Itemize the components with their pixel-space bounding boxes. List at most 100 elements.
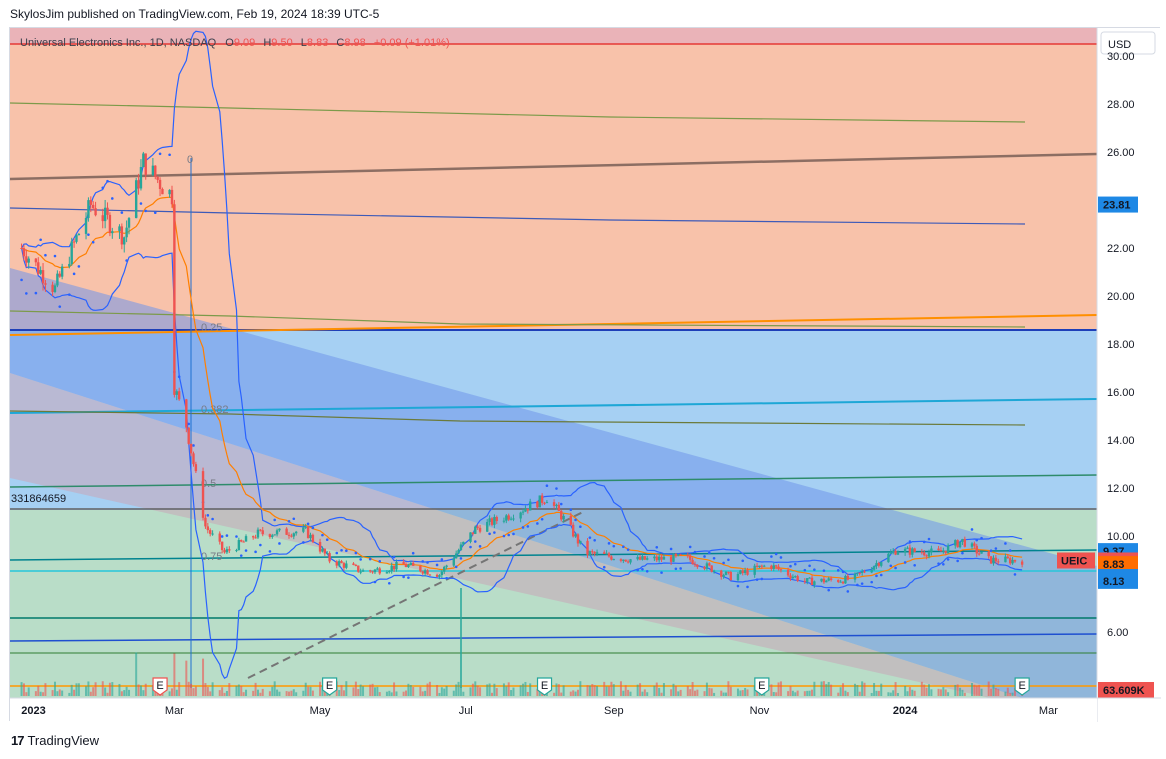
volume-bar bbox=[961, 689, 964, 696]
volume-bar bbox=[445, 686, 448, 696]
top-band-zone bbox=[10, 28, 1097, 44]
candle-body bbox=[225, 549, 229, 553]
candle-body bbox=[545, 502, 549, 504]
candle-body bbox=[837, 579, 840, 583]
volume-bar bbox=[419, 686, 422, 696]
volume-bar bbox=[810, 689, 813, 696]
volume-bar bbox=[713, 692, 716, 696]
volume-bar bbox=[228, 683, 231, 696]
volume-bar bbox=[352, 687, 355, 696]
candle-body bbox=[574, 534, 577, 537]
sar-dot bbox=[722, 561, 725, 565]
volume-bar bbox=[880, 683, 883, 696]
sar-dot bbox=[736, 584, 740, 588]
volume-tag-bg bbox=[1098, 682, 1154, 698]
currency-button[interactable] bbox=[1100, 31, 1156, 55]
volume-bar bbox=[273, 681, 276, 696]
volume-bar bbox=[959, 687, 962, 696]
volume-bar bbox=[870, 692, 873, 696]
sar-dot bbox=[473, 540, 477, 543]
price-tag-bg bbox=[1098, 556, 1138, 573]
volume-bar bbox=[524, 681, 527, 696]
sar-dot bbox=[311, 526, 315, 530]
volume-bar bbox=[342, 690, 345, 696]
volume-bar bbox=[77, 683, 80, 696]
volume-bar bbox=[744, 687, 747, 696]
candle-body bbox=[256, 529, 260, 538]
volume-bar bbox=[137, 684, 140, 696]
fibonacci-labels: 0 0.25 0.382 0.5 0.75 bbox=[187, 154, 229, 563]
candle-body bbox=[643, 556, 647, 560]
candle-body bbox=[87, 200, 90, 218]
candle-body bbox=[438, 575, 441, 577]
candle-body bbox=[655, 556, 658, 561]
sar-dot bbox=[994, 547, 998, 550]
candle-body bbox=[696, 564, 699, 567]
candle-body bbox=[469, 532, 472, 542]
volume-bar bbox=[42, 692, 45, 696]
x-tick-label: May bbox=[310, 705, 331, 717]
candle-body bbox=[123, 237, 126, 245]
fib-label: 0.5 bbox=[201, 478, 216, 490]
volume-bar bbox=[345, 681, 348, 696]
candle-body bbox=[144, 153, 147, 175]
sar-dot bbox=[822, 569, 826, 572]
volume-bar bbox=[779, 681, 782, 696]
candle-body bbox=[662, 556, 666, 560]
volume-bar bbox=[359, 684, 362, 696]
sar-dot bbox=[225, 534, 229, 537]
candle-body bbox=[156, 176, 159, 180]
sar-dot bbox=[813, 568, 816, 571]
candle-body bbox=[488, 518, 491, 522]
volume-bar bbox=[405, 690, 408, 696]
sar-dot bbox=[139, 202, 143, 205]
volume-bar bbox=[772, 692, 775, 696]
volume-bar bbox=[689, 689, 692, 696]
candle-body bbox=[903, 548, 907, 553]
price-chart[interactable]: 0 0.25 0.382 0.5 0.75 E E E E E Universal Electr… bbox=[10, 28, 1161, 722]
volume-bar bbox=[746, 689, 749, 696]
candle-body bbox=[209, 530, 212, 534]
volume-bar bbox=[190, 683, 193, 696]
volume-bar bbox=[674, 685, 677, 696]
volume-bar bbox=[369, 684, 372, 696]
earnings-marker bbox=[754, 677, 770, 696]
candle-body bbox=[963, 538, 967, 547]
published-by-text: SkylosJim published on TradingView.com, … bbox=[10, 7, 380, 21]
volume-bar bbox=[777, 682, 780, 696]
volume-bar bbox=[120, 691, 123, 696]
candle-body bbox=[170, 189, 174, 205]
candle-body bbox=[211, 533, 214, 535]
candle-body bbox=[624, 559, 627, 562]
tradingview-logo[interactable]: 17 TradingView bbox=[11, 733, 99, 748]
candle-body bbox=[519, 512, 522, 519]
sar-dot bbox=[392, 555, 396, 559]
sar-dot bbox=[144, 209, 148, 213]
volume-bar bbox=[268, 691, 271, 696]
candle-body bbox=[705, 563, 709, 569]
volume-bar bbox=[61, 690, 64, 696]
volume-bar bbox=[94, 682, 97, 696]
candle-body bbox=[806, 578, 809, 582]
candle-body bbox=[844, 575, 847, 584]
volume-bar bbox=[529, 683, 532, 696]
sar-dot bbox=[688, 545, 692, 549]
candle-body bbox=[34, 258, 38, 263]
volume-bar bbox=[245, 689, 248, 696]
candle-body bbox=[703, 566, 706, 569]
candle-body bbox=[220, 541, 224, 551]
sar-dot bbox=[110, 197, 114, 200]
volume-bar bbox=[175, 689, 178, 696]
volume-bars bbox=[20, 652, 1024, 696]
chart-frame[interactable]: 0 0.25 0.382 0.5 0.75 E E E E E Universal Electr… bbox=[9, 27, 1161, 722]
volume-bar bbox=[476, 685, 479, 696]
volume-bar bbox=[512, 687, 515, 696]
candle-body bbox=[880, 562, 883, 566]
volume-bar bbox=[987, 681, 990, 696]
sar-dot bbox=[956, 559, 959, 563]
candle-body bbox=[977, 553, 981, 555]
candle-body bbox=[101, 215, 104, 222]
volume-bar bbox=[53, 681, 56, 696]
candle-body bbox=[576, 534, 580, 544]
volume-bar bbox=[304, 682, 307, 696]
